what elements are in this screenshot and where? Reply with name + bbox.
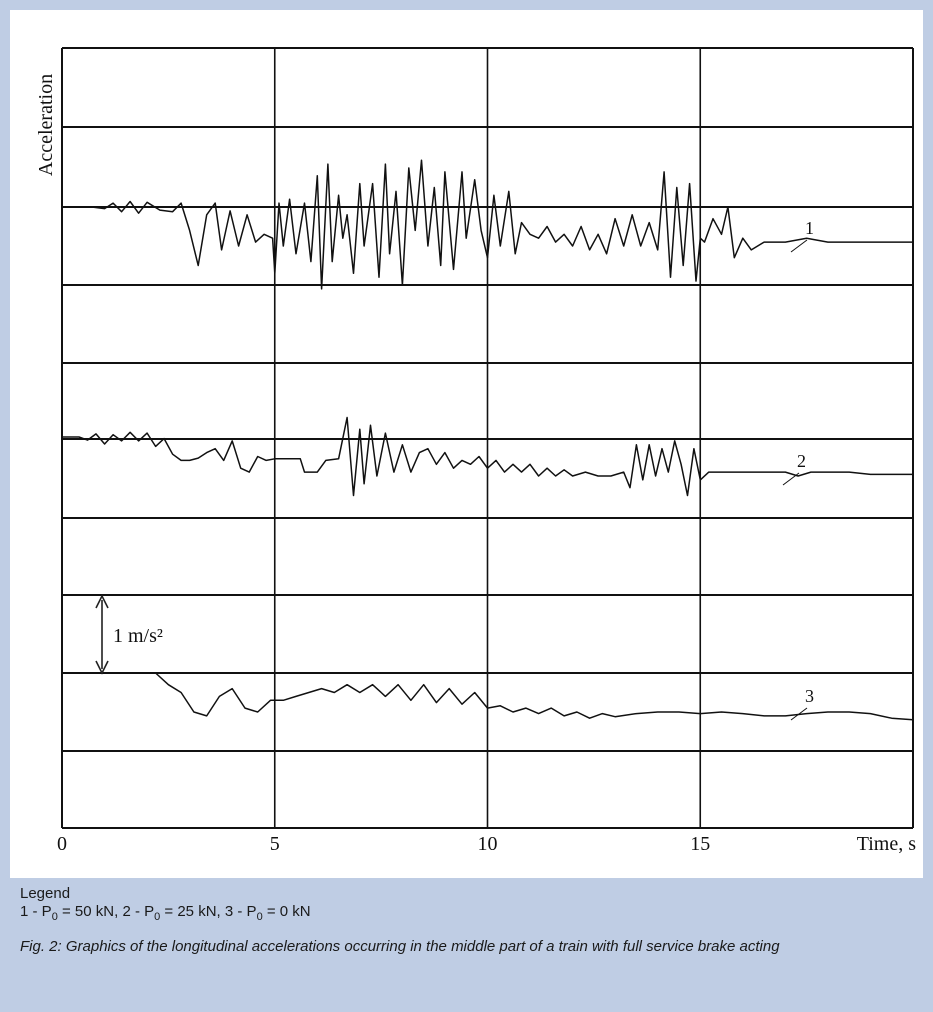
legend-heading: Legend — [20, 885, 71, 902]
x-axis-label: Time, s — [857, 833, 917, 855]
chart-grid — [61, 47, 914, 829]
acceleration-chart: 1 2 3 Acceleration Time, s 1 m/s² 0 5 10 15 — [35, 47, 916, 855]
figure-panel: 1 2 3 Acceleration Time, s 1 m/s² 0 5 10 15 — [10, 10, 923, 878]
x-tick-label: 15 — [690, 833, 710, 855]
scale-bar-arrow-bottom — [95, 660, 109, 675]
x-tick-label: 5 — [270, 833, 280, 855]
series-line-1 — [62, 159, 913, 290]
x-tick-label: 10 — [478, 833, 498, 855]
chart-series: 1 2 3 — [62, 159, 914, 721]
legend-entry-2: 2 - P0 = 25 kN — [122, 903, 217, 923]
legend-entry-1: 1 - P0 = 50 kN — [20, 903, 115, 923]
y-axis-label: Acceleration — [35, 74, 57, 176]
series-line-2 — [62, 416, 913, 497]
chart-labels: Acceleration Time, s 1 m/s² 0 5 10 15 — [35, 74, 916, 855]
series-label-leader-1 — [790, 239, 808, 253]
figure-caption: Fig. 2: Graphics of the longitudinal acc… — [20, 938, 780, 955]
legend-entries: 1 - P0 = 50 kN, 2 - P0 = 25 kN, 3 - P0 =… — [20, 903, 311, 923]
series-label-leader-3 — [790, 707, 808, 721]
legend-entry-3: 3 - P0 = 0 kN — [224, 903, 311, 923]
scale-bar-arrow-top — [95, 594, 109, 609]
series-label-2: 2 — [797, 451, 806, 471]
caption-area: Legend 1 - P0 = 50 kN, 2 - P0 = 25 kN, 3… — [20, 885, 920, 956]
scale-bar-label: 1 m/s² — [113, 625, 163, 647]
series-label-1: 1 — [805, 218, 814, 238]
x-tick-label: 0 — [57, 833, 67, 855]
series-label-leader-2 — [782, 472, 800, 486]
series-line-3 — [62, 672, 914, 721]
series-label-3: 3 — [805, 686, 814, 706]
